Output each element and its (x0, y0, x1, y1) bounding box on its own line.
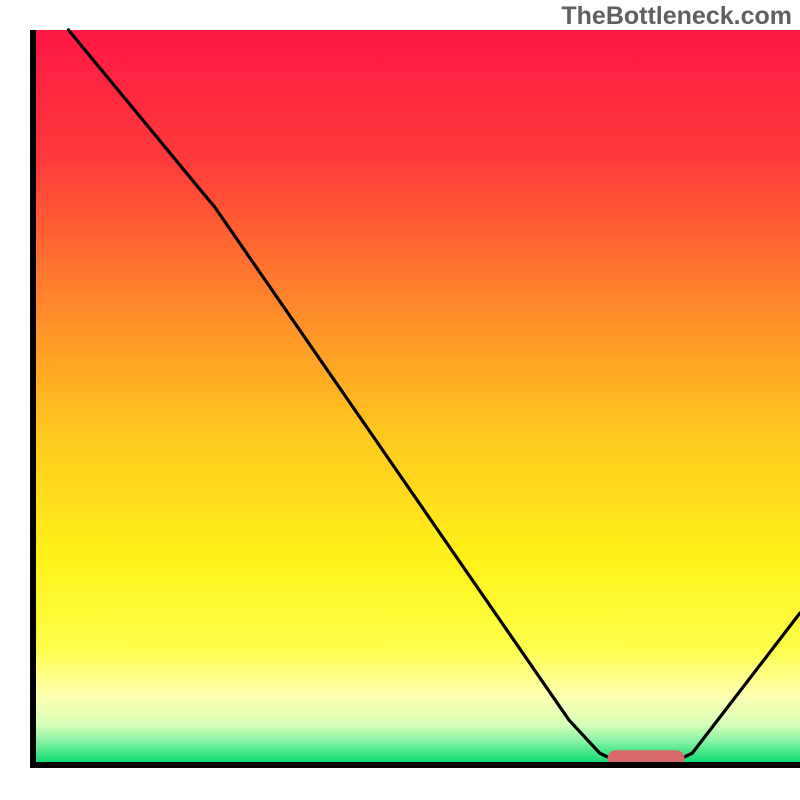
chart-stage: TheBottleneck.com (0, 0, 800, 800)
watermark-text: TheBottleneck.com (561, 2, 792, 31)
gradient-background (33, 30, 800, 765)
bottleneck-chart (0, 0, 800, 800)
